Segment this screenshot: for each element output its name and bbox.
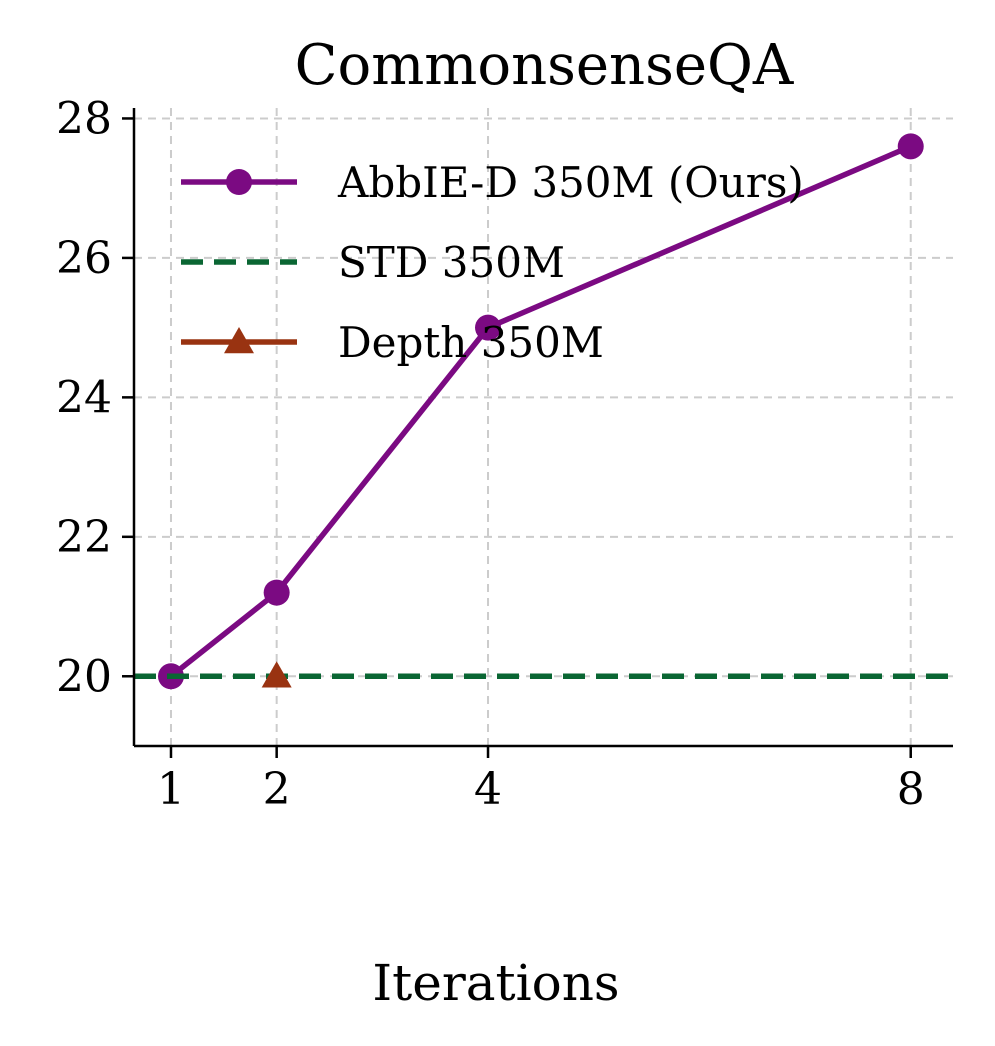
legend-entry: Depth 350M <box>181 318 604 367</box>
y-tick-label: 20 <box>56 651 112 702</box>
y-tick-label: 24 <box>56 372 112 423</box>
data-point <box>263 579 290 606</box>
y-tick-label: 22 <box>56 512 112 563</box>
legend-label: Depth 350M <box>338 318 604 367</box>
legend-entry: AbbIE-D 350M (Ours) <box>181 158 804 207</box>
axes <box>132 108 953 748</box>
data-point <box>897 133 924 160</box>
legend-marker <box>226 169 252 195</box>
series-layer <box>134 133 953 690</box>
series-line <box>169 143 912 679</box>
legend-entry: STD 350M <box>181 238 565 287</box>
chart-title: CommonsenseQA <box>295 33 794 98</box>
x-axis-label: Iterations <box>372 954 619 1012</box>
series-0 <box>157 133 924 690</box>
x-tick-label: 2 <box>263 764 291 815</box>
legend-label: STD 350M <box>338 238 565 287</box>
x-tick-label: 1 <box>157 764 185 815</box>
legend-label: AbbIE-D 350M (Ours) <box>337 158 804 207</box>
legend: AbbIE-D 350M (Ours) STD 350M Depth 350M <box>181 158 804 367</box>
legend-marker <box>224 327 254 354</box>
data-point <box>475 314 502 341</box>
x-tick-label: 8 <box>897 764 925 815</box>
data-point <box>261 661 292 688</box>
y-tick-label: 28 <box>56 93 112 144</box>
series-2 <box>261 661 292 688</box>
x-tick-label: 4 <box>474 764 502 815</box>
y-tick-label: 26 <box>56 233 112 284</box>
